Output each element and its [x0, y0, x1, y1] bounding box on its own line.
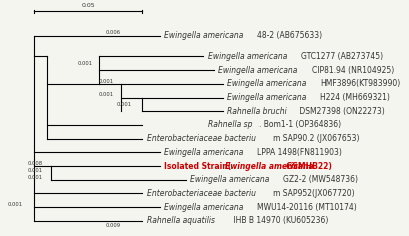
Text: Ewingella americana: Ewingella americana	[225, 162, 313, 171]
Text: Ewingella americana: Ewingella americana	[190, 175, 272, 184]
Text: Rahnella bruchi: Rahnella bruchi	[227, 107, 287, 116]
Text: 0.008: 0.008	[27, 161, 43, 166]
Text: Enterobacteriaceae bacteriu: Enterobacteriaceae bacteriu	[147, 134, 256, 143]
Text: IHB B 14970 (KU605236): IHB B 14970 (KU605236)	[231, 216, 328, 225]
Text: 0.001: 0.001	[117, 102, 132, 107]
Text: Ewingella americana: Ewingella americana	[218, 66, 300, 75]
Text: Rahnella sp: Rahnella sp	[207, 120, 252, 130]
Text: Enterobacteriaceae bacteriu: Enterobacteriaceae bacteriu	[147, 189, 256, 198]
Text: 0.001: 0.001	[77, 61, 92, 66]
Text: Ewingella americana: Ewingella americana	[227, 93, 309, 102]
Text: HMF3896(KT983990): HMF3896(KT983990)	[320, 79, 400, 88]
Text: 0.001: 0.001	[27, 168, 43, 173]
Text: Ewingella americana: Ewingella americana	[207, 52, 289, 61]
Text: Ewingella americana: Ewingella americana	[227, 79, 309, 88]
Text: 0.001: 0.001	[27, 175, 43, 180]
Text: LPPA 1498(FN811903): LPPA 1498(FN811903)	[257, 148, 342, 157]
Text: GSMHB22): GSMHB22)	[281, 162, 332, 171]
Text: 0.001: 0.001	[8, 202, 23, 207]
Text: 48-2 (AB675633): 48-2 (AB675633)	[257, 31, 323, 40]
Text: DSM27398 (ON22273): DSM27398 (ON22273)	[297, 107, 385, 116]
Text: GZ2-2 (MW548736): GZ2-2 (MW548736)	[283, 175, 358, 184]
Text: Rahnella aquatilis: Rahnella aquatilis	[147, 216, 215, 225]
Text: MWU14-20116 (MT10174): MWU14-20116 (MT10174)	[257, 203, 357, 212]
Text: 0.001: 0.001	[99, 92, 114, 97]
Text: Isolated Strain(: Isolated Strain(	[164, 162, 231, 171]
Text: Ewingella americana: Ewingella americana	[164, 31, 246, 40]
Text: 0.006: 0.006	[106, 30, 121, 35]
Text: m SAP90.2 (JX067653): m SAP90.2 (JX067653)	[273, 134, 359, 143]
Text: CIP81.94 (NR104925): CIP81.94 (NR104925)	[312, 66, 394, 75]
Text: . Bom1-1 (OP364836): . Bom1-1 (OP364836)	[259, 120, 341, 130]
Text: Ewingella americana: Ewingella americana	[164, 203, 246, 212]
Text: GTC1277 (AB273745): GTC1277 (AB273745)	[301, 52, 383, 61]
Text: 0.009: 0.009	[106, 223, 121, 228]
Text: 0.001: 0.001	[99, 79, 114, 84]
Text: m SAP952(JX067720): m SAP952(JX067720)	[273, 189, 354, 198]
Text: H224 (MH669321): H224 (MH669321)	[320, 93, 390, 102]
Text: Ewingella americana: Ewingella americana	[164, 148, 246, 157]
Text: 0.05: 0.05	[81, 3, 95, 8]
